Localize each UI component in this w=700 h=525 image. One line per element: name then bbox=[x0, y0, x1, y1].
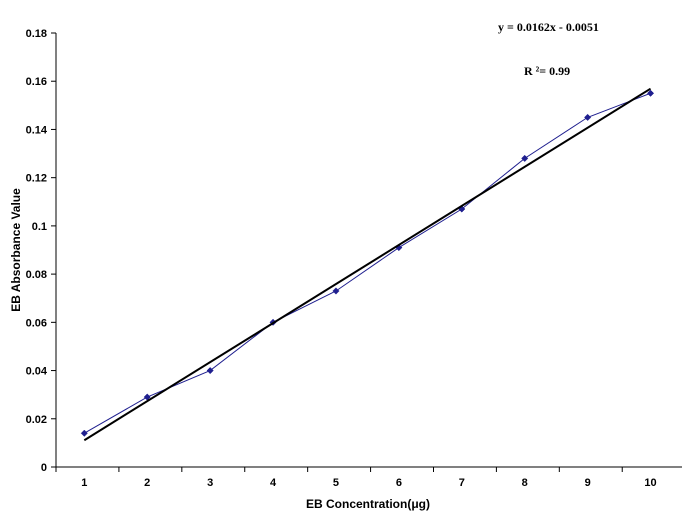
y-tick-label: 0.16 bbox=[26, 76, 47, 88]
x-axis-title: EB Concentration(μg) bbox=[306, 497, 430, 511]
x-tick-label: 9 bbox=[585, 477, 591, 489]
x-tick-label: 2 bbox=[144, 477, 150, 489]
data-point bbox=[646, 89, 655, 97]
y-tick-label: 0.18 bbox=[26, 28, 47, 40]
y-axis-ticks: 0 0.02 0.04 0.06 0.08 0.1 0.12 0.14 0.16 0.18 bbox=[26, 28, 56, 474]
plot-area bbox=[55, 33, 682, 468]
y-tick-label: 0.08 bbox=[26, 269, 47, 281]
x-tick-label: 7 bbox=[459, 477, 465, 489]
y-tick-label: 0.02 bbox=[26, 414, 47, 426]
y-tick-label: 0 bbox=[41, 462, 47, 474]
data-point bbox=[521, 154, 529, 162]
series-line bbox=[84, 92, 651, 434]
r-squared-label: R ²= 0.99 bbox=[524, 64, 570, 78]
data-point bbox=[206, 367, 214, 375]
y-tick-label: 0.12 bbox=[26, 173, 47, 185]
y-axis-title: EB Absorbance Value bbox=[9, 188, 23, 312]
x-axis-ticks: 1 2 3 4 5 6 7 8 9 10 bbox=[55, 467, 657, 489]
y-tick-label: 0.1 bbox=[32, 221, 47, 233]
x-tick-label: 4 bbox=[270, 477, 277, 489]
equation-label: y = 0.0162x - 0.0051 bbox=[498, 20, 599, 34]
y-tick-label: 0.14 bbox=[26, 124, 48, 136]
x-tick-label: 6 bbox=[396, 477, 402, 489]
data-point bbox=[332, 287, 340, 295]
trendline-layer bbox=[83, 87, 652, 442]
x-tick-label: 10 bbox=[644, 477, 656, 489]
x-tick-label: 1 bbox=[81, 477, 87, 489]
data-point bbox=[584, 113, 592, 121]
x-tick-label: 3 bbox=[207, 477, 213, 489]
trendline bbox=[83, 87, 652, 442]
y-tick-label: 0.06 bbox=[26, 317, 47, 329]
y-tick-label: 0.04 bbox=[26, 366, 48, 378]
series-layer bbox=[80, 89, 655, 437]
data-point bbox=[80, 429, 88, 437]
x-tick-label: 8 bbox=[522, 477, 528, 489]
x-tick-label: 5 bbox=[333, 477, 339, 489]
